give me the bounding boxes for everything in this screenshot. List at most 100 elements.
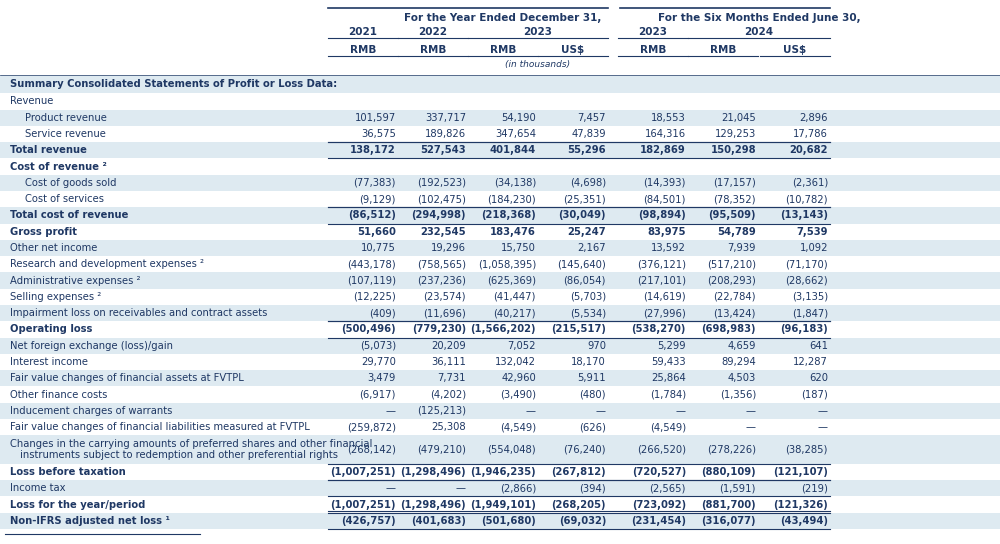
Text: 527,543: 527,543 bbox=[420, 145, 466, 156]
Text: 2024: 2024 bbox=[744, 27, 774, 37]
Text: (96,183): (96,183) bbox=[780, 324, 828, 335]
Bar bbox=[0, 435, 1000, 464]
Bar bbox=[0, 142, 1000, 158]
Text: (28,662): (28,662) bbox=[785, 276, 828, 286]
Text: (27,996): (27,996) bbox=[643, 308, 686, 318]
Text: (500,496): (500,496) bbox=[341, 324, 396, 335]
Text: 25,864: 25,864 bbox=[651, 373, 686, 384]
Text: (231,454): (231,454) bbox=[631, 516, 686, 526]
Text: (426,757): (426,757) bbox=[341, 516, 396, 526]
Text: (5,534): (5,534) bbox=[570, 308, 606, 318]
Text: 47,839: 47,839 bbox=[571, 129, 606, 139]
Text: Non-IFRS adjusted net loss ¹: Non-IFRS adjusted net loss ¹ bbox=[10, 516, 170, 526]
Text: 183,476: 183,476 bbox=[490, 227, 536, 237]
Text: 83,975: 83,975 bbox=[648, 227, 686, 237]
Text: (40,217): (40,217) bbox=[494, 308, 536, 318]
Text: 4,503: 4,503 bbox=[728, 373, 756, 384]
Text: (4,549): (4,549) bbox=[650, 422, 686, 432]
Bar bbox=[0, 497, 1000, 512]
Bar bbox=[0, 126, 1000, 142]
Text: 2022: 2022 bbox=[418, 27, 448, 37]
Text: (17,157): (17,157) bbox=[713, 178, 756, 188]
Text: (1,784): (1,784) bbox=[650, 390, 686, 400]
Text: Income tax: Income tax bbox=[10, 483, 66, 493]
Text: (1,847): (1,847) bbox=[792, 308, 828, 318]
Bar bbox=[0, 109, 1000, 126]
Text: Net foreign exchange (loss)/gain: Net foreign exchange (loss)/gain bbox=[10, 341, 173, 351]
Text: (443,178): (443,178) bbox=[347, 259, 396, 269]
Text: —: — bbox=[386, 406, 396, 416]
Text: (1,356): (1,356) bbox=[720, 390, 756, 400]
Bar bbox=[0, 403, 1000, 419]
Text: 54,190: 54,190 bbox=[501, 113, 536, 123]
Text: (5,703): (5,703) bbox=[570, 292, 606, 302]
Text: 18,553: 18,553 bbox=[651, 113, 686, 123]
Text: US$: US$ bbox=[561, 45, 585, 55]
Bar bbox=[0, 94, 1000, 109]
Text: 182,869: 182,869 bbox=[640, 145, 686, 156]
Text: (77,383): (77,383) bbox=[354, 178, 396, 188]
Text: Revenue: Revenue bbox=[10, 96, 53, 107]
Text: (278,226): (278,226) bbox=[707, 444, 756, 455]
Text: RMB: RMB bbox=[420, 45, 446, 55]
Text: 89,294: 89,294 bbox=[721, 357, 756, 367]
Text: 12,287: 12,287 bbox=[793, 357, 828, 367]
Text: (1,007,251): (1,007,251) bbox=[330, 467, 396, 477]
Bar bbox=[0, 305, 1000, 322]
Bar bbox=[0, 256, 1000, 273]
Text: Impairment loss on receivables and contract assets: Impairment loss on receivables and contr… bbox=[10, 308, 267, 318]
Text: (517,210): (517,210) bbox=[707, 259, 756, 269]
Bar bbox=[0, 207, 1000, 224]
Text: instruments subject to redemption and other preferential rights: instruments subject to redemption and ot… bbox=[20, 450, 338, 460]
Text: (in thousands): (in thousands) bbox=[505, 59, 571, 69]
Text: Gross profit: Gross profit bbox=[10, 227, 77, 237]
Text: (102,475): (102,475) bbox=[417, 194, 466, 204]
Text: (479,210): (479,210) bbox=[417, 444, 466, 455]
Bar bbox=[0, 419, 1000, 435]
Text: (294,998): (294,998) bbox=[412, 211, 466, 220]
Text: —: — bbox=[526, 406, 536, 416]
Text: (41,447): (41,447) bbox=[494, 292, 536, 302]
Text: (6,917): (6,917) bbox=[360, 390, 396, 400]
Text: (3,490): (3,490) bbox=[500, 390, 536, 400]
Text: Summary Consolidated Statements of Profit or Loss Data:: Summary Consolidated Statements of Profi… bbox=[10, 79, 337, 89]
Text: For the Six Months Ended June 30,: For the Six Months Ended June 30, bbox=[658, 13, 860, 23]
Text: 2021: 2021 bbox=[349, 27, 378, 37]
Text: (1,298,496): (1,298,496) bbox=[400, 467, 466, 477]
Bar bbox=[0, 224, 1000, 240]
Text: 641: 641 bbox=[809, 341, 828, 351]
Text: Interest income: Interest income bbox=[10, 357, 88, 367]
Text: Fair value changes of financial assets at FVTPL: Fair value changes of financial assets a… bbox=[10, 373, 244, 384]
Text: (10,782): (10,782) bbox=[786, 194, 828, 204]
Text: 55,296: 55,296 bbox=[567, 145, 606, 156]
Text: (218,368): (218,368) bbox=[481, 211, 536, 220]
Text: 1,092: 1,092 bbox=[800, 243, 828, 253]
Text: 51,660: 51,660 bbox=[357, 227, 396, 237]
Text: 17,786: 17,786 bbox=[793, 129, 828, 139]
Text: 13,592: 13,592 bbox=[651, 243, 686, 253]
Text: (30,049): (30,049) bbox=[558, 211, 606, 220]
Text: (480): (480) bbox=[580, 390, 606, 400]
Text: Cost of revenue ²: Cost of revenue ² bbox=[10, 162, 107, 171]
Text: (2,866): (2,866) bbox=[500, 483, 536, 493]
Text: (4,202): (4,202) bbox=[430, 390, 466, 400]
Text: (184,230): (184,230) bbox=[487, 194, 536, 204]
Bar bbox=[0, 75, 1000, 94]
Text: RMB: RMB bbox=[640, 45, 666, 55]
Text: (237,236): (237,236) bbox=[417, 276, 466, 286]
Bar bbox=[0, 386, 1000, 403]
Text: (538,270): (538,270) bbox=[632, 324, 686, 335]
Text: Other net income: Other net income bbox=[10, 243, 97, 253]
Bar bbox=[0, 370, 1000, 386]
Text: (501,680): (501,680) bbox=[481, 516, 536, 526]
Text: —: — bbox=[818, 422, 828, 432]
Text: Service revenue: Service revenue bbox=[25, 129, 106, 139]
Text: 29,770: 29,770 bbox=[361, 357, 396, 367]
Text: Fair value changes of financial liabilities measured at FVTPL: Fair value changes of financial liabilit… bbox=[10, 422, 310, 432]
Text: Research and development expenses ²: Research and development expenses ² bbox=[10, 259, 204, 269]
Text: (1,298,496): (1,298,496) bbox=[400, 499, 466, 510]
Text: (698,983): (698,983) bbox=[702, 324, 756, 335]
Text: (192,523): (192,523) bbox=[417, 178, 466, 188]
Text: (3,135): (3,135) bbox=[792, 292, 828, 302]
Text: 21,045: 21,045 bbox=[721, 113, 756, 123]
